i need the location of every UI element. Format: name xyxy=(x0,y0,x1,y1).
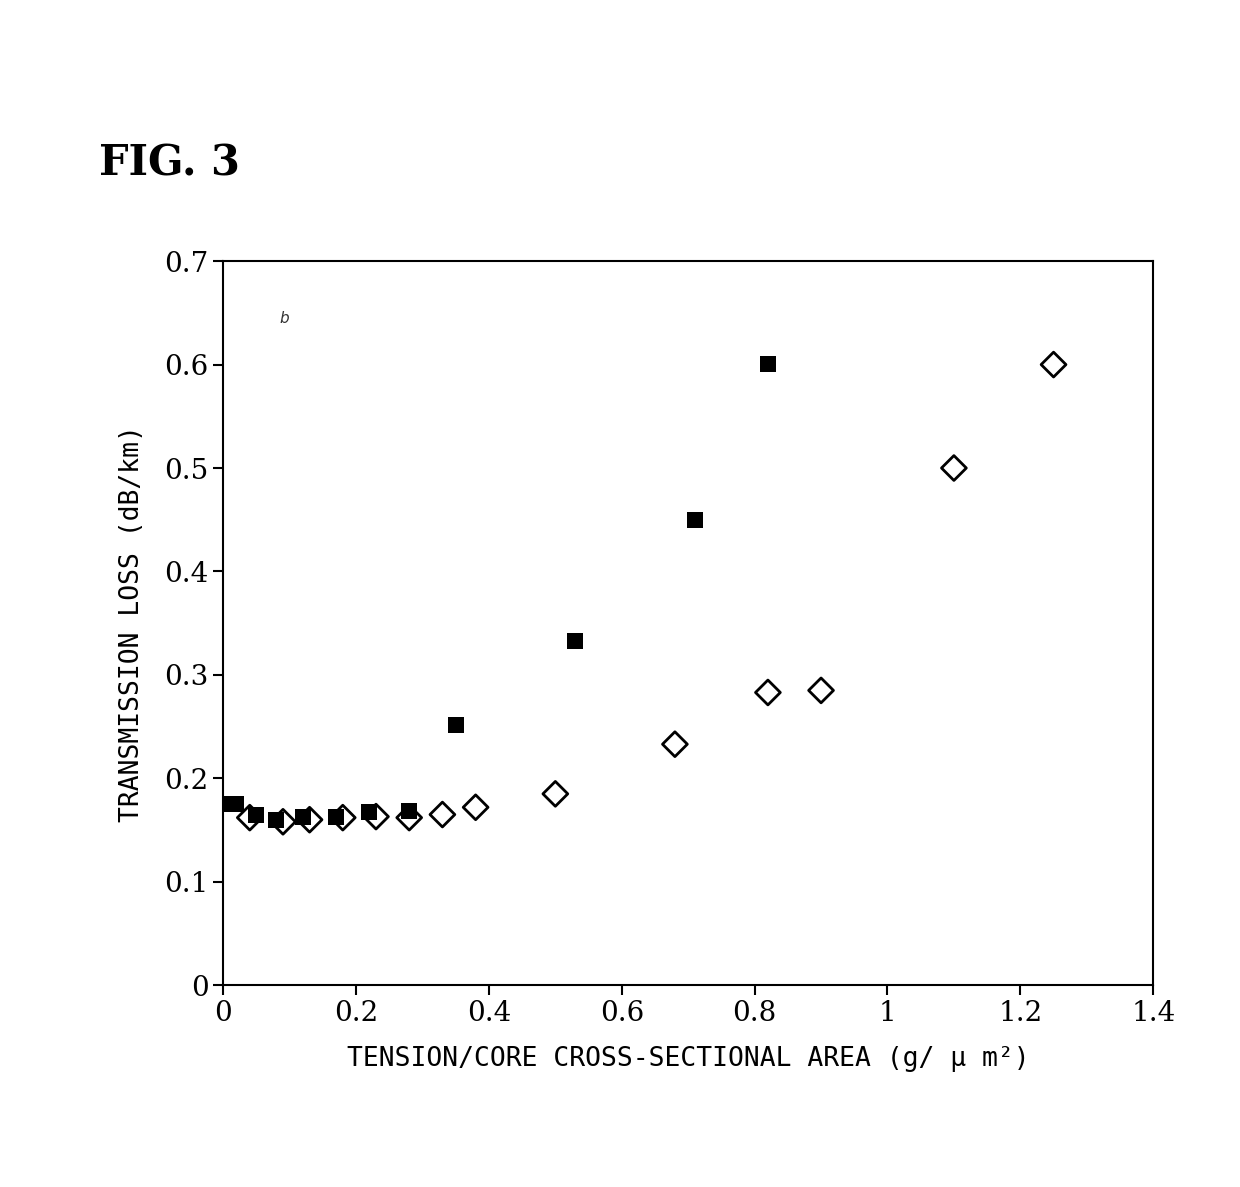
Point xyxy=(239,808,259,827)
Text: FIG. 3: FIG. 3 xyxy=(99,142,241,184)
Text: b: b xyxy=(280,311,289,325)
Point xyxy=(1044,355,1064,374)
Point xyxy=(332,808,352,827)
Point xyxy=(267,811,286,830)
Point xyxy=(360,802,379,821)
Point xyxy=(665,735,684,754)
Point xyxy=(546,785,565,804)
X-axis label: TENSION/CORE CROSS-SECTIONAL AREA (g/ μ m²): TENSION/CORE CROSS-SECTIONAL AREA (g/ μ … xyxy=(347,1046,1029,1072)
Point xyxy=(293,807,312,826)
Point xyxy=(758,683,777,702)
Point xyxy=(811,681,831,700)
Point xyxy=(433,805,453,824)
Point xyxy=(944,458,963,477)
Point xyxy=(399,808,419,827)
Point xyxy=(273,812,293,831)
Point xyxy=(466,798,486,817)
Point xyxy=(326,807,346,826)
Point xyxy=(565,631,585,650)
Y-axis label: TRANSMISSION LOSS (dB/km): TRANSMISSION LOSS (dB/km) xyxy=(119,425,145,821)
Point xyxy=(227,795,247,814)
Point xyxy=(684,510,704,529)
Point xyxy=(758,354,777,373)
Point xyxy=(247,805,267,824)
Point xyxy=(445,715,465,734)
Point xyxy=(219,795,239,814)
Point xyxy=(366,807,386,826)
Point xyxy=(399,802,419,821)
Point xyxy=(300,811,320,830)
